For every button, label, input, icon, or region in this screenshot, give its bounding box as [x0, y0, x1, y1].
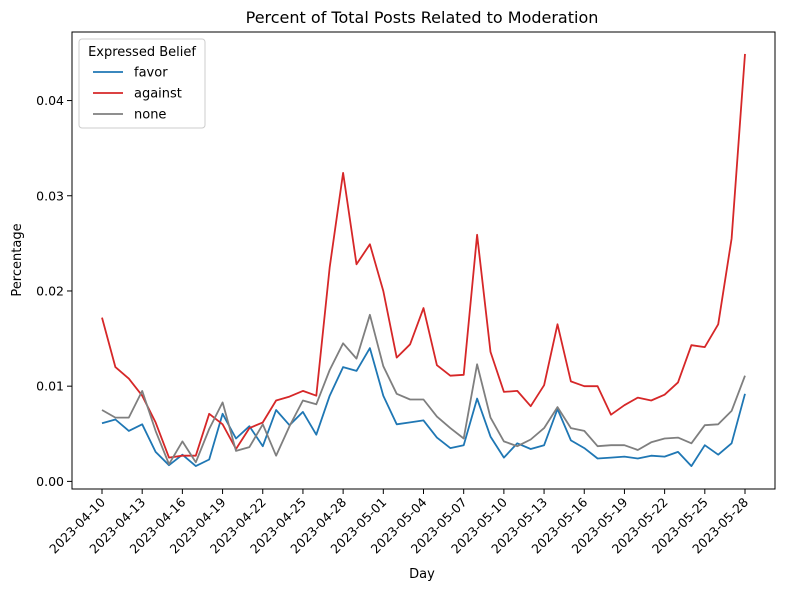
series-line-favor: [101, 347, 746, 468]
legend: Expressed Belief favor against none: [78, 38, 206, 129]
x-axis: 2023-04-102023-04-132023-04-162023-04-19…: [46, 489, 751, 556]
plot-lines: [101, 53, 746, 468]
chart-title: Percent of Total Posts Related to Modera…: [246, 8, 599, 27]
y-axis: 0.00 0.01 0.02 0.03 0.04: [36, 93, 72, 489]
y-tick-label: 0.03: [36, 188, 64, 203]
y-tick-label: 0.02: [36, 283, 64, 298]
legend-box: [78, 38, 206, 129]
y-tick-label: 0.01: [36, 379, 64, 394]
series-line-none: [101, 313, 746, 466]
y-axis-label: Percentage: [10, 223, 25, 296]
x-axis-label: Day: [409, 567, 435, 582]
legend-label-none: none: [134, 108, 166, 123]
legend-label-favor: favor: [134, 66, 168, 81]
legend-label-against: against: [134, 87, 182, 102]
y-tick-label: 0.00: [36, 474, 64, 489]
legend-title: Expressed Belief: [88, 45, 196, 60]
series-line-against: [101, 53, 746, 459]
y-tick-label: 0.04: [36, 93, 64, 108]
